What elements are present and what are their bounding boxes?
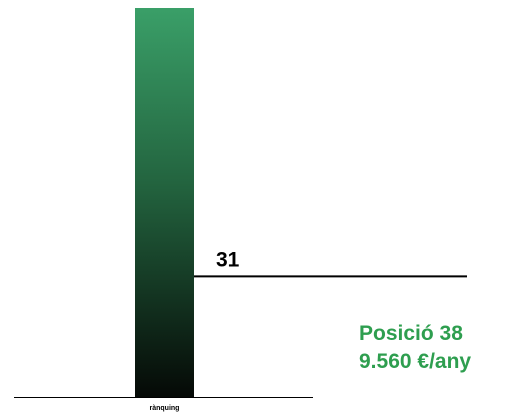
rank-summary: Posició 38 9.560 €/any xyxy=(359,320,471,376)
rank-salary-label: 9.560 €/any xyxy=(359,350,472,373)
bar-ranquing xyxy=(135,8,194,397)
reference-label: 31 xyxy=(216,248,240,271)
x-tick-label-ranquing: rànquing xyxy=(150,405,180,412)
rank-position-label: Posició 38 xyxy=(359,322,463,345)
